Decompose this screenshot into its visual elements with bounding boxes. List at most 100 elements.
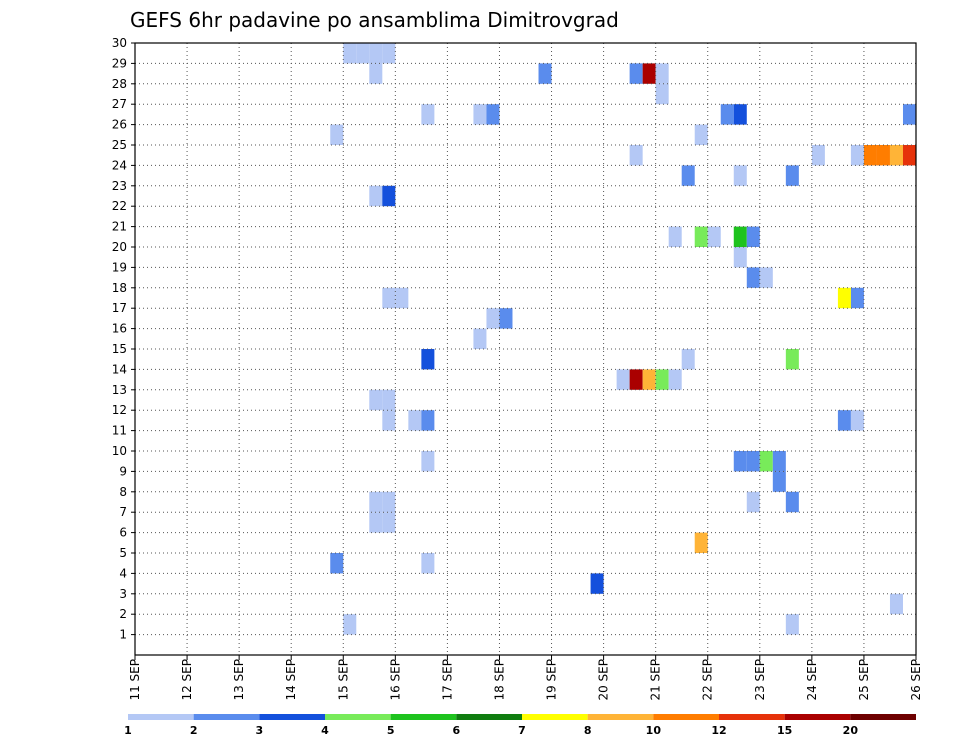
y-tick-label: 4 [119,566,127,580]
heatmap-cell [785,349,799,370]
heatmap-cell [889,145,903,166]
y-tick-label: 14 [112,362,127,376]
heatmap-cell [733,165,747,186]
x-tick-label: 15 SEP [336,659,350,701]
y-tick-label: 24 [112,158,127,172]
color-legend: 1 2 3 4 5 6 7 8 10 12 15 20 [124,714,916,737]
legend-label: 4 [321,724,329,737]
y-tick-label: 25 [112,138,127,152]
heatmap-cell [733,226,747,247]
legend-label: 3 [256,724,264,737]
legend-swatch [587,714,654,720]
heatmap-cell [902,145,916,166]
heatmap-cell [382,491,396,513]
heatmap-cell [733,247,747,268]
heatmap-cell [876,145,890,166]
y-tick-label: 7 [119,505,127,519]
legend-swatch [259,714,325,720]
heatmap-cell [499,308,513,329]
heatmap-cell [473,328,487,349]
legend-label: 5 [387,724,395,737]
y-tick-label: 16 [112,322,127,336]
heatmap-cell [681,349,695,370]
heatmap-cell [707,226,721,247]
heatmap-cell [837,410,851,431]
y-tick-label: 15 [112,342,127,356]
heatmap-cell [863,145,877,166]
legend-label: 7 [518,724,526,737]
x-tick-label: 16 SEP [388,659,402,701]
heatmap-cell [720,104,734,125]
heatmap-cell [759,451,773,472]
heatmap-cell [746,451,760,472]
legend-swatch [390,714,457,720]
x-tick-label: 25 SEP [857,659,871,701]
heatmap-cell [772,471,786,492]
y-tick-label: 12 [112,403,127,417]
heatmap-cell [421,410,435,431]
heatmap-cell [538,63,552,84]
heatmap-cell [772,451,786,472]
y-tick-label: 1 [119,628,127,642]
x-tick-label: 20 SEP [597,659,611,701]
y-tick-label: 9 [119,464,127,478]
legend-swatch [325,714,391,720]
y-axis: 1234567891011121314151617181920212223242… [112,36,135,642]
heatmap-cell [369,512,383,533]
heatmap-cell [642,63,656,84]
y-tick-label: 13 [112,383,127,397]
heatmap-cell [655,83,669,105]
x-tick-label: 21 SEP [649,659,663,701]
heatmap-cell [785,491,799,513]
heatmap-cell [850,145,864,166]
heatmap-cells [330,43,916,635]
heatmap-cell [668,369,682,390]
heatmap-cell [694,124,708,145]
heatmap-cell [395,287,409,309]
heatmap-cell [421,553,435,574]
heatmap-cell [837,287,851,309]
x-tick-label: 12 SEP [180,659,194,701]
legend-label: 2 [190,724,198,737]
heatmap-cell [382,43,396,64]
y-tick-label: 3 [119,587,127,601]
x-axis: 11 SEP 12 SEP 13 SEP 14 SEP 15 SEP 16 SEP 17 S… [128,655,923,701]
heatmap-cell [616,369,630,390]
y-tick-label: 17 [112,301,127,315]
x-tick-label: 24 SEP [805,659,819,701]
heatmap-cell [785,165,799,186]
y-tick-label: 19 [112,260,127,274]
heatmap-cell [408,410,422,431]
heatmap-cell [759,267,773,288]
heatmap-cell [421,451,435,472]
heatmap-cell [382,287,396,309]
heatmap-cell [382,185,396,207]
legend-label: 1 [124,724,132,737]
heatmap-cell [694,532,708,553]
x-tick-label: 18 SEP [492,659,506,701]
heatmap-cell [382,512,396,533]
x-tick-label: 17 SEP [440,659,454,701]
heatmap-cell [343,614,357,635]
heatmap-cell [746,491,760,513]
heatmap-cell [473,104,487,125]
heatmap-cell [746,226,760,247]
x-tick-label: 14 SEP [284,659,298,701]
legend-swatch [784,714,851,720]
legend-swatch [128,714,194,720]
heatmap-cell [421,104,435,125]
heatmap-cell [369,491,383,513]
heatmap-cell [369,43,383,64]
heatmap-cell [369,185,383,207]
chart-title: GEFS 6hr padavine po ansamblima Dimitrov… [130,8,619,32]
legend-label: 8 [584,724,592,737]
heatmap-cell [421,349,435,370]
legend-label: 10 [646,724,662,737]
heatmap-cell [629,63,643,84]
legend-swatch [653,714,719,720]
x-tick-label: 23 SEP [753,659,767,701]
y-tick-label: 18 [112,281,127,295]
y-tick-label: 22 [112,199,127,213]
heatmap-cell [382,389,396,411]
y-tick-label: 29 [112,56,127,70]
